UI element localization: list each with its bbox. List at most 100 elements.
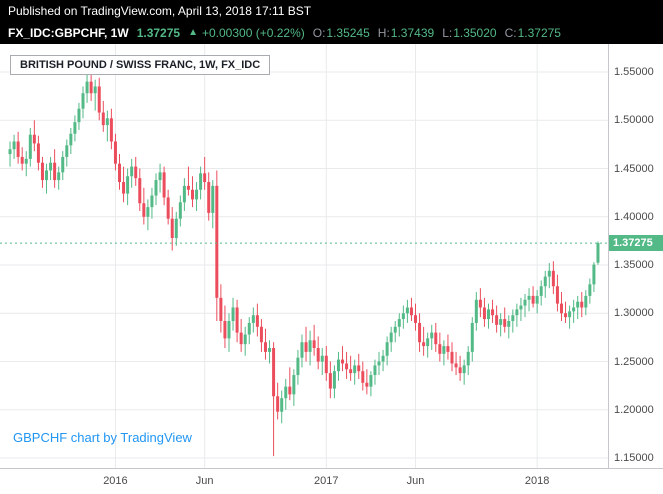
close-label: C: — [504, 26, 517, 40]
candle-down — [239, 319, 243, 352]
time-axis[interactable]: 2016 Jun 2017 Jun 2018 — [0, 468, 663, 494]
candle-up — [280, 390, 284, 424]
ohlc-open: O: 1.35245 — [313, 22, 370, 44]
candle-down — [316, 336, 320, 370]
candle-up — [543, 270, 547, 298]
candle-down — [138, 168, 142, 211]
candle-down — [20, 147, 24, 171]
candle-down — [434, 322, 438, 352]
ohlc-low: L: 1.35020 — [442, 22, 496, 44]
candle-down — [170, 207, 174, 251]
candle-down — [559, 292, 563, 322]
chart-title-box: BRITISH POUND / SWISS FRANC, 1W, FX_IDC — [10, 55, 271, 75]
candle-down — [219, 284, 223, 333]
candle-up — [308, 330, 312, 366]
candle-down — [16, 131, 20, 164]
candle-down — [361, 361, 365, 391]
candle-up — [247, 317, 251, 345]
candle-up — [588, 278, 592, 304]
candle-down — [97, 77, 101, 121]
candle-up — [547, 263, 551, 289]
low-value: 1.35020 — [453, 26, 497, 40]
candle-up — [243, 326, 247, 356]
candle-up — [511, 309, 515, 333]
high-value: 1.37439 — [390, 26, 435, 40]
chart-canvas[interactable] — [0, 44, 608, 468]
price-axis-label: 1.45000 — [614, 162, 654, 175]
candle-up — [61, 151, 65, 181]
candle-down — [409, 297, 413, 322]
candle-down — [166, 189, 170, 225]
candle-up — [227, 313, 231, 352]
candle-up — [389, 326, 393, 352]
candle-up — [568, 305, 572, 329]
candle-up — [150, 187, 154, 219]
candle-up — [442, 340, 446, 366]
candle-down — [414, 303, 418, 331]
candle-down — [357, 353, 361, 379]
candle-down — [113, 133, 117, 171]
candle-down — [312, 324, 316, 356]
candle-up — [369, 371, 373, 397]
price-axis-label: 1.25000 — [614, 355, 654, 368]
candle-up — [523, 293, 527, 318]
candle-up — [65, 139, 69, 167]
candle-up — [592, 262, 596, 293]
candle-down — [101, 100, 105, 132]
candle-up — [539, 280, 543, 306]
candle-up — [515, 303, 519, 327]
candle-up — [85, 73, 89, 103]
candle-up — [178, 195, 182, 227]
candle-down — [288, 367, 292, 401]
symbol-name: FX_IDC:GBPCHF, 1W — [8, 26, 129, 40]
candle-down — [207, 172, 211, 221]
candle-down — [53, 149, 57, 188]
watermark-link[interactable]: GBPCHF chart by TradingView — [13, 430, 192, 445]
price-axis[interactable]: 1.37275 1.55000 1.50000 1.45000 1.40000 1.35… — [608, 44, 663, 468]
candle-up — [24, 151, 28, 177]
candle-down — [328, 361, 332, 399]
candle-up — [373, 359, 377, 385]
ohlc-high: H: 1.37439 — [378, 22, 434, 44]
candle-up — [377, 351, 381, 376]
price-axis-label: 1.15000 — [614, 452, 654, 465]
published-bar: Published on TradingView.com, April 13, … — [0, 0, 663, 22]
candle-up — [397, 313, 401, 337]
candle-up — [466, 346, 470, 376]
candle-up — [535, 290, 539, 314]
candle-down — [564, 301, 568, 323]
candle-down — [259, 319, 263, 352]
candle-up — [284, 378, 288, 410]
time-axis-label: 2016 — [103, 475, 128, 487]
candle-down — [450, 342, 454, 372]
candle-up — [8, 141, 12, 167]
candle-down — [491, 299, 495, 323]
candle-up — [572, 299, 576, 323]
candle-up — [405, 299, 409, 323]
candle-up — [596, 241, 600, 265]
candle-up — [320, 348, 324, 376]
candle-down — [89, 72, 93, 101]
chart-area: BRITISH POUND / SWISS FRANC, 1W, FX_IDC … — [0, 44, 663, 468]
candle-up — [195, 182, 199, 211]
candle-down — [458, 355, 462, 381]
candle-up — [519, 297, 523, 322]
candle-down — [482, 297, 486, 327]
candle-up — [158, 163, 162, 193]
open-label: O: — [312, 26, 326, 40]
chart-title: BRITISH POUND / SWISS FRANC, 1W, FX_IDC — [20, 59, 261, 71]
candle-down — [142, 187, 146, 225]
published-text: Published on TradingView.com, April 13, … — [8, 4, 312, 18]
candle-down — [555, 274, 559, 312]
candle-down — [190, 176, 194, 208]
candle-up — [300, 334, 304, 368]
candle-up — [81, 86, 85, 119]
candle-up — [182, 178, 186, 211]
candle-down — [418, 313, 422, 352]
candle-up — [93, 79, 97, 111]
price-axis-label: 1.40000 — [614, 210, 654, 223]
candle-down — [36, 135, 40, 171]
price-change: +0.00300 (+0.22%) — [201, 26, 305, 40]
candle-down — [203, 156, 207, 190]
candle-up — [69, 127, 73, 155]
